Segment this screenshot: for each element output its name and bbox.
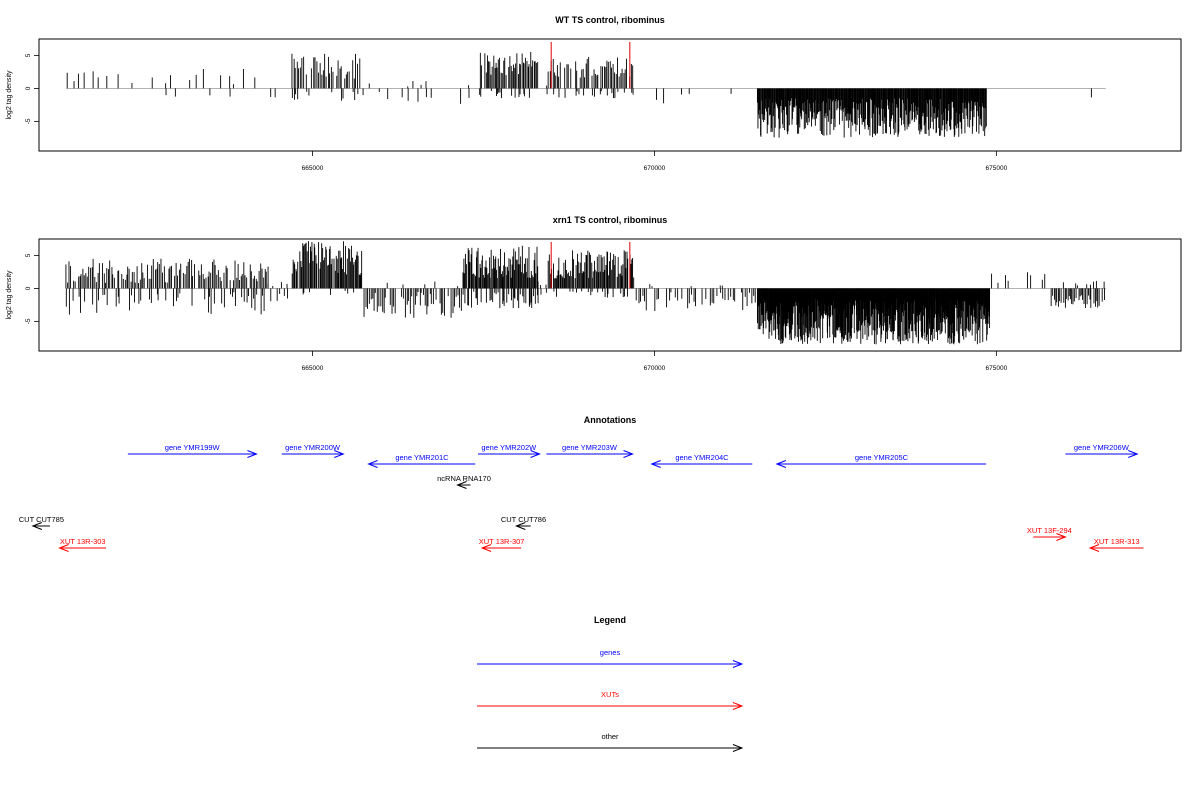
feature-label: gene YMR203W xyxy=(562,443,618,452)
annotation-feature: CUT CUT785 xyxy=(19,515,64,530)
feature-arrowhead xyxy=(334,450,345,458)
xrn1-y-axis-label: log2 tag density xyxy=(6,270,13,320)
xrn1-marker-lines xyxy=(550,242,631,289)
feature-label: XUT 13R-307 xyxy=(479,537,525,546)
annotation-features: gene YMR199W gene YMR200W gene YMR201C gene… xyxy=(19,443,1144,552)
feature-arrowhead xyxy=(367,460,378,468)
legend-item: genes xyxy=(477,648,744,668)
xrn1-axis-ticks: 665000 670000 675000 -5 0 5 xyxy=(25,253,1008,372)
feature-label: gene YMR205C xyxy=(855,453,909,462)
feature-arrowhead xyxy=(530,450,541,458)
wt-plot-frame xyxy=(38,38,1182,152)
annotation-feature: ncRNA RNA170 xyxy=(437,474,491,489)
legend-arrowhead xyxy=(732,744,744,752)
x-tick-label: 675000 xyxy=(986,165,1008,172)
y-tick-label: -5 xyxy=(25,318,32,324)
annotation-feature: XUT 13R-307 xyxy=(479,537,525,552)
annotation-feature: gene YMR206W xyxy=(1065,443,1139,458)
y-tick-label: -5 xyxy=(25,118,32,124)
x-tick-label: 670000 xyxy=(644,365,666,372)
feature-label: gene YMR204C xyxy=(675,453,729,462)
y-tick-label: 5 xyxy=(25,53,32,57)
legend-label: genes xyxy=(600,648,621,657)
y-tick-label: 0 xyxy=(25,86,32,90)
feature-label: gene YMR200W xyxy=(285,443,341,452)
annotations-panel: Annotations gene YMR199W gene YMR200Wgene… xyxy=(19,415,1144,552)
annotation-feature: gene YMR205C xyxy=(775,453,987,468)
feature-arrowhead xyxy=(775,460,787,468)
xrn1-signal-bars xyxy=(65,241,1106,345)
annotation-feature: gene YMR203W xyxy=(546,443,634,458)
feature-label: CUT CUT785 xyxy=(19,515,64,524)
annotation-feature: gene YMR199W xyxy=(127,443,258,458)
feature-label: XUT 13R-313 xyxy=(1094,537,1140,546)
legend-title: Legend xyxy=(594,615,626,625)
x-tick-label: 665000 xyxy=(302,365,324,372)
annotation-feature: XUT 13F-294 xyxy=(1027,526,1072,541)
wt-track-panel: WT TS control, ribominus log2 tag densit… xyxy=(6,15,1182,172)
legend-panel: Legend genes XUTs other xyxy=(477,615,744,752)
feature-label: gene YMR206W xyxy=(1074,443,1130,452)
legend-items: genes XUTs other xyxy=(477,648,744,752)
feature-arrowhead xyxy=(1088,544,1100,552)
feature-arrowhead xyxy=(480,544,492,552)
legend-label: other xyxy=(601,732,619,741)
legend-item: other xyxy=(477,732,744,752)
feature-arrowhead xyxy=(1056,533,1067,541)
feature-arrowhead xyxy=(31,522,43,530)
y-tick-label: 5 xyxy=(25,253,32,257)
feature-label: XUT 13R-303 xyxy=(60,537,106,546)
legend-arrowhead xyxy=(732,660,744,668)
wt-axis-ticks: 665000 670000 675000 -5 0 5 xyxy=(25,53,1008,172)
feature-arrowhead xyxy=(514,522,526,530)
annotation-feature: gene YMR200W xyxy=(281,443,345,458)
y-tick-label: 0 xyxy=(25,286,32,290)
wt-marker-lines xyxy=(550,42,631,89)
annotation-feature: CUT CUT786 xyxy=(501,515,546,530)
feature-label: XUT 13F-294 xyxy=(1027,526,1072,535)
legend-item: XUTs xyxy=(477,690,744,710)
xrn1-plot-frame xyxy=(38,238,1182,352)
legend-label: XUTs xyxy=(601,690,619,699)
feature-arrowhead xyxy=(650,460,661,468)
annotations-title: Annotations xyxy=(584,415,637,425)
feature-label: gene YMR199W xyxy=(165,443,221,452)
x-tick-label: 675000 xyxy=(986,365,1008,372)
annotation-feature: XUT 13R-303 xyxy=(58,537,107,552)
annotation-feature: XUT 13R-313 xyxy=(1088,537,1144,552)
annotation-feature: gene YMR204C xyxy=(650,453,753,468)
feature-arrowhead xyxy=(247,450,258,458)
annotation-feature: gene YMR201C xyxy=(367,453,476,468)
annotation-feature: gene YMR202W xyxy=(478,443,541,458)
feature-label: gene YMR201C xyxy=(395,453,449,462)
feature-label: ncRNA RNA170 xyxy=(437,474,491,483)
wt-signal-bars xyxy=(66,51,1106,138)
feature-arrowhead xyxy=(456,481,467,489)
feature-label: CUT CUT786 xyxy=(501,515,546,524)
xrn1-track-title: xrn1 TS control, ribominus xyxy=(553,215,668,225)
feature-label: gene YMR202W xyxy=(481,443,537,452)
x-tick-label: 670000 xyxy=(644,165,666,172)
xrn1-track-panel: xrn1 TS control, ribominus log2 tag dens… xyxy=(6,215,1182,372)
wt-track-title: WT TS control, ribominus xyxy=(555,15,665,25)
feature-arrowhead xyxy=(58,544,69,552)
x-tick-label: 665000 xyxy=(302,165,324,172)
legend-arrowhead xyxy=(732,702,744,710)
wt-y-axis-label: log2 tag density xyxy=(6,70,13,120)
feature-arrowhead xyxy=(1128,450,1139,458)
feature-arrowhead xyxy=(623,450,634,458)
